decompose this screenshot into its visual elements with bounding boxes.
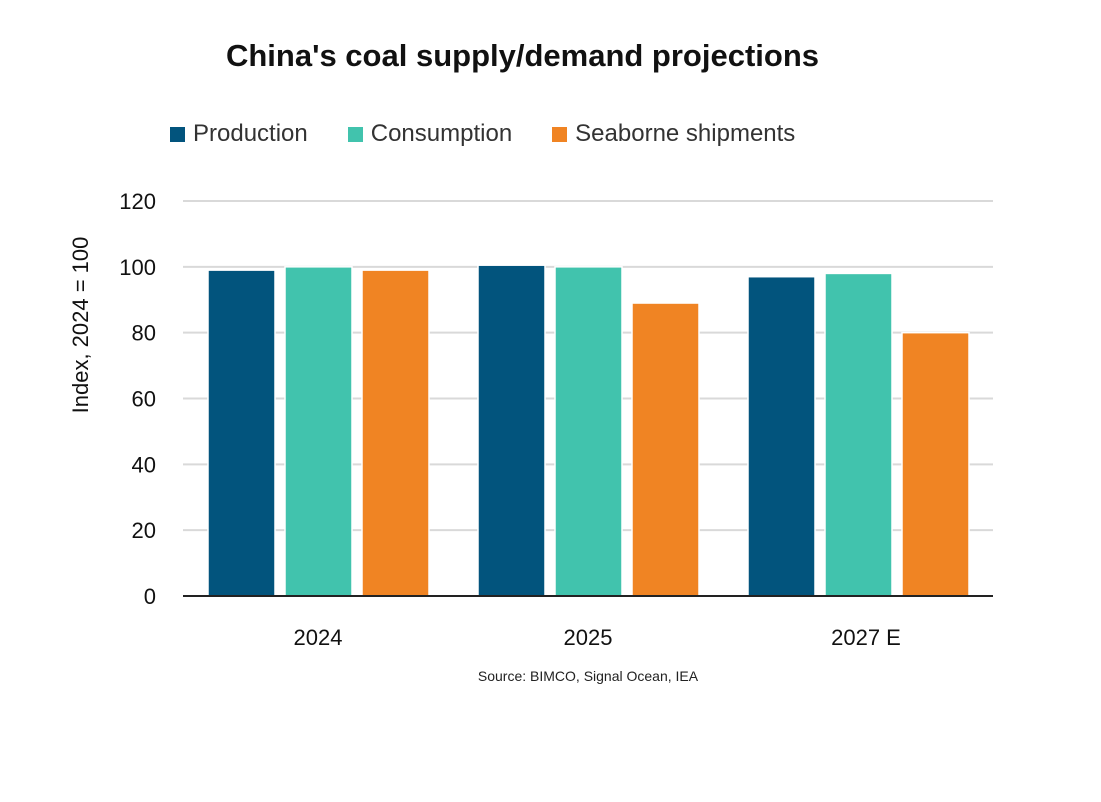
- legend-swatch: [347, 126, 363, 142]
- legend: Production Consumption Seaborne shipment…: [170, 120, 795, 148]
- bar-consumption: [284, 266, 353, 597]
- bar-seaborne-shipments: [361, 269, 430, 597]
- bar-consumption: [554, 266, 623, 597]
- legend-item-consumption: Consumption: [347, 120, 513, 148]
- legend-label: Consumption: [370, 120, 513, 147]
- x-tick-label: 2025: [564, 625, 613, 650]
- bar-seaborne-shipments: [901, 331, 970, 597]
- y-tick-label: 120: [119, 189, 156, 214]
- source-note: Source: BIMCO, Signal Ocean, IEA: [477, 668, 699, 684]
- bar-production: [747, 275, 816, 597]
- y-tick-label: 80: [132, 321, 156, 346]
- bar-seaborne-shipments: [631, 302, 700, 597]
- x-tick-label: 2024: [294, 625, 343, 650]
- legend-item-seaborne: Seaborne shipments: [552, 120, 795, 148]
- legend-swatch: [552, 126, 568, 142]
- legend-swatch: [170, 126, 185, 142]
- legend-item-production: Production: [170, 120, 308, 148]
- y-tick-label: 100: [119, 255, 156, 280]
- y-tick-label: 60: [132, 387, 156, 412]
- legend-label: Seaborne shipments: [575, 120, 796, 147]
- legend-label: Production: [193, 120, 308, 147]
- y-tick-label: 40: [132, 452, 156, 477]
- bar-production: [207, 269, 276, 597]
- y-axis-label: Index, 2024 = 100: [68, 237, 93, 414]
- bar-consumption: [824, 272, 893, 597]
- chart-title: China's coal supply/demand projections: [225, 38, 820, 73]
- bar-production: [477, 264, 546, 597]
- y-tick-label: 0: [144, 584, 156, 609]
- x-tick-label: 2027 E: [831, 625, 901, 650]
- y-tick-label: 20: [132, 518, 156, 543]
